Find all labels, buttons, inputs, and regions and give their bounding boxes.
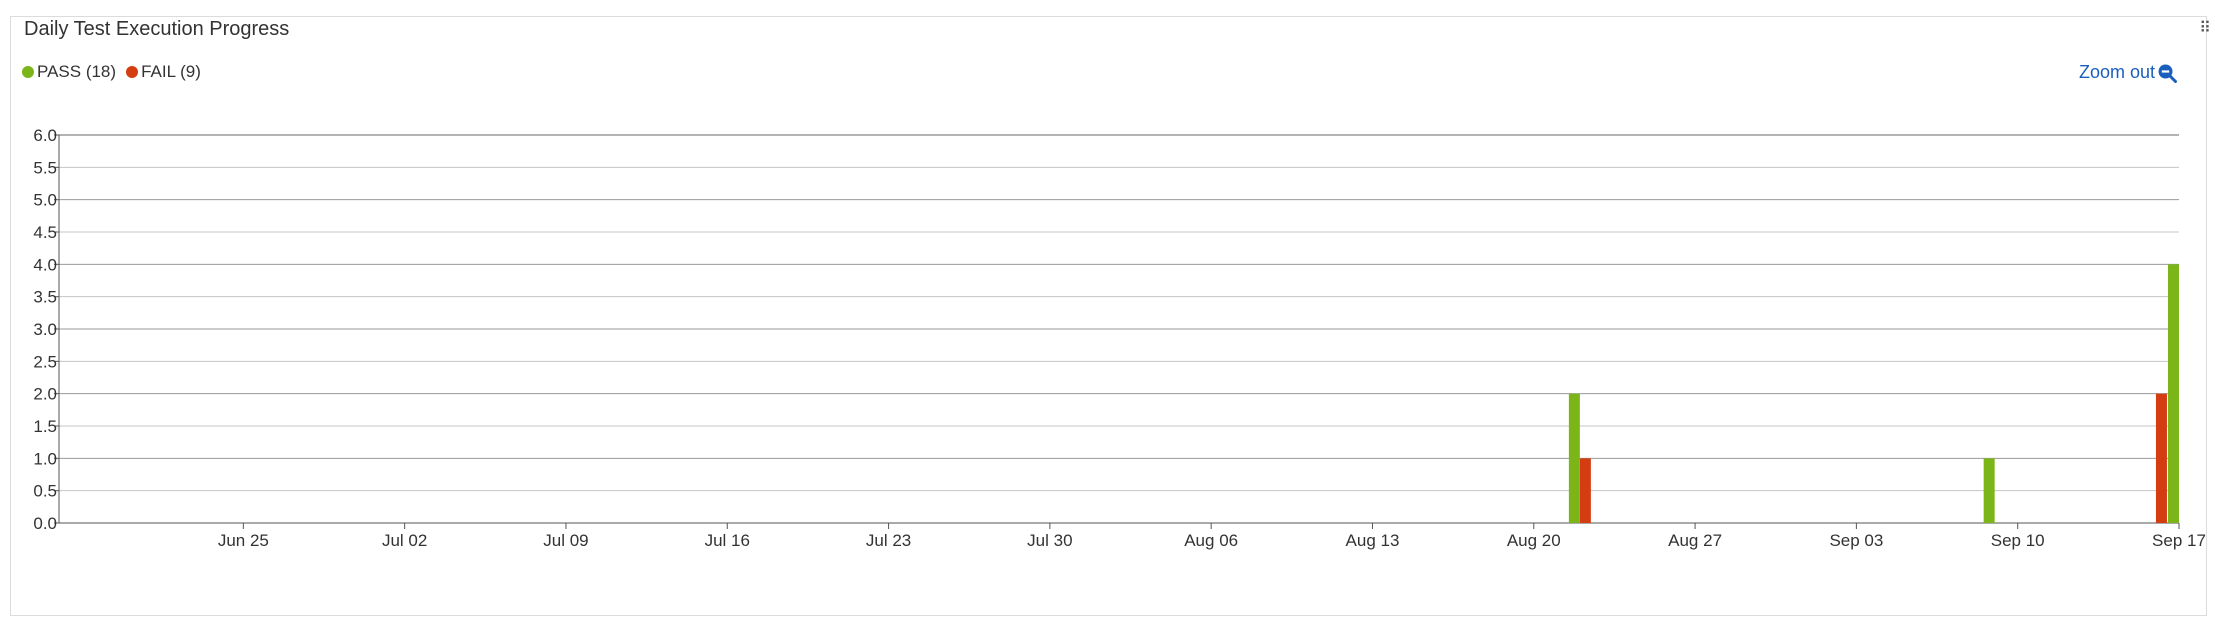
legend-item-fail[interactable]: FAIL (9) [126,62,201,82]
x-tick-label: Jul 02 [382,531,427,550]
legend: PASS (18) FAIL (9) [22,62,201,82]
zoom-out-label: Zoom out [2078,62,2155,82]
y-tick-label: 4.0 [33,255,57,274]
y-tick-label: 1.0 [33,449,57,468]
x-tick-label: Jul 09 [543,531,588,550]
x-tick-label: Sep 10 [1991,531,2045,550]
y-tick-label: 5.5 [33,158,57,177]
legend-dot-pass [22,66,34,78]
legend-dot-fail [126,66,139,78]
x-tick-label: Aug 13 [1346,531,1400,550]
legend-label-pass: PASS (18) [37,62,117,81]
y-tick-label: 5.0 [33,191,57,210]
legend-label-fail: FAIL (9) [141,62,201,81]
legend-item-pass[interactable]: PASS (18) [22,62,116,82]
x-tick-label: Jun 25 [218,531,269,550]
bar-pass [2168,264,2179,523]
y-tick-label: 3.5 [33,288,57,307]
bar-pass [1983,458,1995,523]
y-tick-label: 2.0 [33,385,57,404]
y-tick-label: 0.5 [33,482,57,501]
zoom-out-button[interactable]: Zoom out [2079,62,2177,83]
y-tick-label: 0.0 [33,514,57,533]
y-tick-label: 6.0 [33,126,57,145]
x-tick-label: Jul 23 [866,531,911,550]
x-tick-label: Aug 27 [1668,531,1722,550]
x-tick-label: Sep 17 [2152,531,2206,550]
x-tick-label: Sep 03 [1829,531,1883,550]
y-tick-label: 1.5 [33,417,57,436]
bar-fail [1579,458,1591,523]
chart-title: Daily Test Execution Progress [24,18,290,40]
x-tick-label: Jul 16 [705,531,750,550]
bar-fail [2155,393,2167,523]
y-tick-label: 3.0 [33,320,57,339]
drag-handle-icon[interactable]: ⠿ [2199,20,2211,37]
y-tick-label: 4.5 [33,223,57,242]
chart-panel [10,16,2207,616]
zoom-out-icon [2158,64,2177,83]
y-tick-label: 2.5 [33,352,57,371]
bar-pass [1568,393,1580,523]
x-tick-label: Aug 20 [1507,531,1561,550]
x-tick-label: Jul 30 [1027,531,1072,550]
x-tick-label: Aug 06 [1184,531,1238,550]
